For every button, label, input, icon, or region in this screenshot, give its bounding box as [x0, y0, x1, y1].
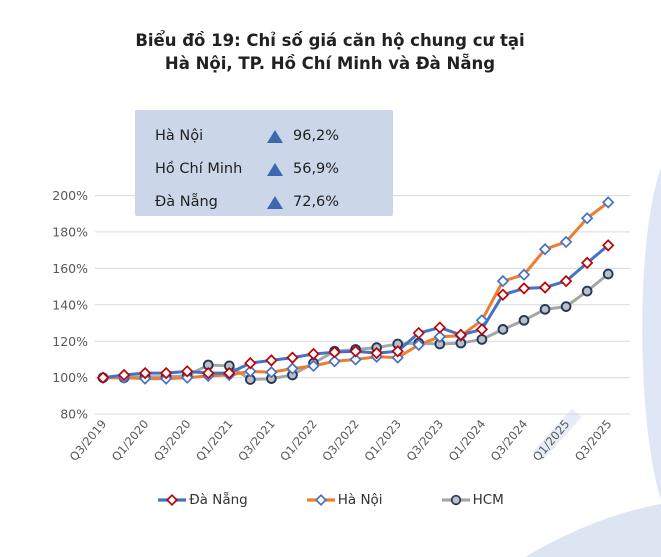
svg-text:Q1/2024: Q1/2024: [446, 417, 489, 464]
svg-text:Q3/2022: Q3/2022: [319, 417, 362, 464]
hcm-line-marker-icon: [441, 494, 470, 506]
gridlines: [95, 194, 630, 415]
svg-text:80%: 80%: [60, 407, 88, 422]
x-axis-labels: Q3/2019 Q1/2020 Q3/2020 Q1/2021 Q3/2021 Q1/20…: [67, 417, 615, 464]
svg-text:160%: 160%: [52, 261, 88, 276]
growth-stats-box: Hà Nội 96,2% Hồ Chí Minh 56,9% Đà Nẵng 7…: [135, 110, 393, 216]
legend-label-danang: Đà Nẵng: [189, 492, 248, 508]
chart-title: Biểu đồ 19: Chỉ số giá căn hộ chung cư t…: [30, 30, 630, 76]
legend-item-hcm: HCM: [441, 492, 504, 508]
danang-line-marker-icon: [158, 494, 187, 506]
legend-item-hanoi: Hà Nội: [306, 492, 383, 508]
up-triangle-icon: [267, 195, 283, 209]
svg-text:Q3/2021: Q3/2021: [235, 417, 278, 464]
legend-item-danang: Đà Nẵng: [157, 492, 248, 508]
stats-label-hanoi: Hà Nội: [155, 128, 204, 144]
svg-text:Q3/2025: Q3/2025: [572, 417, 615, 464]
svg-text:Q1/2020: Q1/2020: [109, 417, 152, 464]
stats-value-hanoi: 96,2%: [293, 128, 340, 144]
svg-text:Q3/2020: Q3/2020: [151, 417, 194, 464]
svg-text:120%: 120%: [52, 334, 88, 349]
up-triangle-icon: [267, 162, 283, 176]
background-decor: [525, 168, 661, 557]
right-band-decor: [642, 168, 661, 500]
legend-label-hanoi: Hà Nội: [337, 492, 383, 508]
svg-text:Q3/2019: Q3/2019: [67, 417, 110, 464]
data-series: [96, 196, 615, 385]
hanoi-line-marker-icon: [306, 494, 335, 506]
svg-text:Q1/2021: Q1/2021: [193, 417, 236, 464]
legend-label-hcm: HCM: [472, 492, 504, 508]
svg-text:100%: 100%: [52, 370, 88, 385]
chart-title-line2: Hà Nội, TP. Hồ Chí Minh và Đà Nẵng: [164, 53, 496, 73]
svg-text:Q3/2024: Q3/2024: [488, 417, 531, 464]
stats-row-danang: Đà Nẵng 72,6%: [155, 191, 380, 213]
svg-text:Q1/2022: Q1/2022: [277, 417, 320, 464]
chart-title-line1: Biểu đồ 19: Chỉ số giá căn hộ chung cư t…: [135, 31, 525, 50]
up-triangle-icon: [267, 129, 283, 143]
y-axis-labels: 80% 100% 120% 140% 160% 180% 200%: [52, 188, 88, 422]
stats-value-danang: 72,6%: [293, 194, 340, 210]
stats-row-hanoi: Hà Nội 96,2%: [155, 125, 380, 147]
stats-value-hcm: 56,9%: [293, 161, 340, 177]
svg-text:180%: 180%: [52, 224, 88, 239]
stats-label-hcm: Hồ Chí Minh: [155, 161, 243, 177]
svg-text:140%: 140%: [52, 297, 88, 312]
svg-text:200%: 200%: [52, 188, 88, 203]
svg-text:Q1/2023: Q1/2023: [361, 417, 404, 464]
chart-legend: Đà Nẵng Hà Nội HCM: [0, 492, 661, 508]
bottom-right-wave-decor: [525, 504, 661, 557]
svg-text:Q3/2023: Q3/2023: [404, 417, 447, 464]
svg-text:Q1/2025: Q1/2025: [530, 417, 573, 464]
stats-row-hcm: Hồ Chí Minh 56,9%: [155, 158, 380, 180]
diagonal-streak-decor: [533, 408, 582, 461]
stats-label-danang: Đà Nẵng: [155, 194, 218, 210]
